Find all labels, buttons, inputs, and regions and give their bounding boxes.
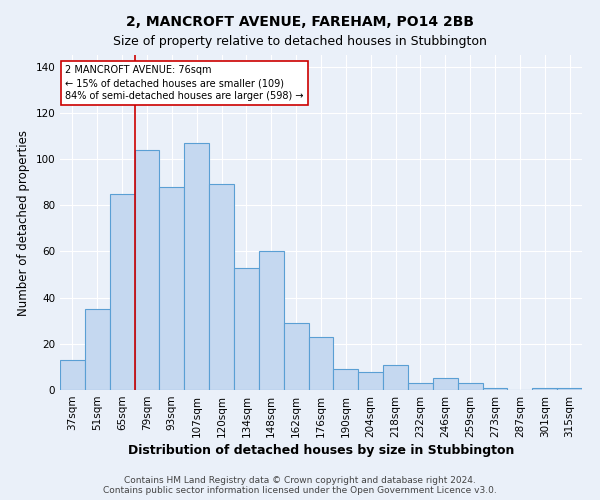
Text: 2, MANCROFT AVENUE, FAREHAM, PO14 2BB: 2, MANCROFT AVENUE, FAREHAM, PO14 2BB — [126, 15, 474, 29]
Bar — [433, 378, 458, 390]
Bar — [383, 364, 408, 390]
Bar — [60, 360, 85, 390]
Bar — [284, 323, 308, 390]
Bar — [308, 337, 334, 390]
Y-axis label: Number of detached properties: Number of detached properties — [17, 130, 30, 316]
Bar — [259, 252, 284, 390]
Bar — [160, 186, 184, 390]
Text: Size of property relative to detached houses in Stubbington: Size of property relative to detached ho… — [113, 35, 487, 48]
Text: 2 MANCROFT AVENUE: 76sqm
← 15% of detached houses are smaller (109)
84% of semi-: 2 MANCROFT AVENUE: 76sqm ← 15% of detach… — [65, 65, 304, 102]
Bar — [482, 388, 508, 390]
Bar — [408, 383, 433, 390]
Bar — [334, 369, 358, 390]
Bar — [209, 184, 234, 390]
Text: Contains HM Land Registry data © Crown copyright and database right 2024.
Contai: Contains HM Land Registry data © Crown c… — [103, 476, 497, 495]
Bar — [358, 372, 383, 390]
Bar — [532, 388, 557, 390]
Bar — [184, 143, 209, 390]
X-axis label: Distribution of detached houses by size in Stubbington: Distribution of detached houses by size … — [128, 444, 514, 457]
Bar — [557, 388, 582, 390]
Bar — [110, 194, 134, 390]
Bar — [234, 268, 259, 390]
Bar — [458, 383, 482, 390]
Bar — [134, 150, 160, 390]
Bar — [85, 309, 110, 390]
